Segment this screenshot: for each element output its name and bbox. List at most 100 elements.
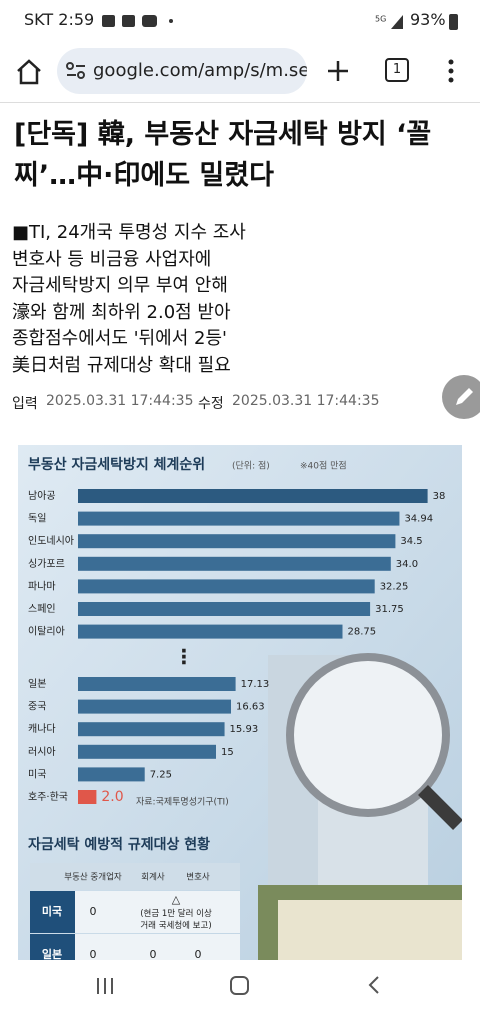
nav-bar (0, 960, 480, 1013)
battery-icon (449, 14, 458, 30)
magnifier (286, 653, 450, 817)
subhead: 美日처럼 규제대상 확대 필요 (12, 354, 231, 376)
published-date: 2025.03.31 17:44:35 (46, 393, 194, 409)
value-label: 34.5 (400, 536, 422, 547)
nav-icons (97, 976, 379, 995)
row-country-bg (30, 934, 75, 960)
status-time: SKT 2:59 (24, 10, 95, 29)
bar (78, 722, 225, 737)
category-label: 중국 (28, 701, 46, 713)
subhead: 종합점수에서도 '뒤에서 2등' (12, 328, 227, 349)
category-label: 인도네시아 (28, 535, 74, 547)
ellipsis: ⋮ (174, 645, 194, 669)
tab-count[interactable]: 1 (385, 58, 409, 82)
value-label: 38 (433, 491, 446, 502)
bar (78, 511, 400, 526)
subhead: 자금세탁방지 의무 부여 안해 (12, 275, 228, 296)
row-bg (75, 934, 240, 960)
category-label: 캐나다 (28, 723, 56, 735)
chart-note: ※40점 만점 (300, 460, 347, 472)
divider (0, 102, 480, 103)
headline: [단독] 韓, 부동산 자금세탁 방지 ‘꼴찌’…中·印에도 밀렸다 (14, 119, 432, 191)
url-bar[interactable]: google.com/amp/s/m.se (57, 48, 307, 94)
category-label: 독일 (28, 513, 46, 525)
subhead: 濠와 함께 최하위 2.0점 받아 (12, 301, 231, 323)
category-label: 싱가포르 (28, 558, 65, 570)
edit-button[interactable] (442, 375, 480, 419)
modified-label: 수정 (198, 396, 224, 412)
category-label: 남아공 (28, 490, 56, 502)
cell: 0 (90, 948, 97, 960)
cell: 0 (195, 948, 202, 960)
chart-source: 자료:국제투명성기구(TI) (136, 797, 229, 808)
value-label: 34.0 (396, 559, 418, 570)
cell: 0 (150, 948, 157, 960)
battery-text: 93% (410, 10, 446, 29)
back-button[interactable] (368, 976, 379, 994)
category-label: 미국 (28, 768, 46, 780)
bar (78, 677, 236, 691)
status-icons (102, 15, 173, 27)
modified-date: 2025.03.31 17:44:35 (232, 393, 380, 409)
bar (78, 744, 216, 759)
subhead: ■TI, 24개국 투명성 지수 조사 (12, 222, 246, 243)
new-tab-button[interactable] (326, 59, 350, 83)
category-label: 파나마 (28, 580, 56, 592)
published-label: 입력 (12, 396, 38, 412)
value-label: 2.0 (101, 789, 123, 805)
category-label: 호주·한국 (28, 791, 68, 803)
row-country-bg (30, 891, 75, 933)
bar (78, 534, 396, 549)
cell: 0 (90, 905, 97, 918)
category-label: 러시아 (28, 746, 56, 758)
category-label: 이탈리아 (28, 625, 65, 638)
row-country: 미국 (42, 904, 62, 918)
money-bundle (278, 900, 462, 960)
home-button[interactable] (12, 55, 46, 89)
home-nav-button[interactable] (230, 976, 249, 995)
menu-button[interactable] (444, 58, 458, 84)
chart-title: 부동산 자금세탁방지 체계순위 (28, 456, 205, 473)
cell: △ (172, 893, 181, 906)
chart-unit: (단위: 점) (232, 460, 270, 472)
signal-icons: 5G (375, 15, 403, 29)
value-label: 16.63 (236, 702, 265, 713)
column-header: 변호사 (186, 872, 210, 883)
site-info-icon (66, 62, 85, 79)
bar (78, 579, 375, 594)
value-label: 7.25 (150, 769, 172, 780)
bar (78, 699, 231, 714)
value-label: 17.13 (241, 679, 270, 690)
bar (78, 790, 97, 804)
table-header-bg (30, 863, 240, 890)
table-title: 자금세탁 예방적 규제대상 현황 (28, 836, 210, 853)
subhead: 변호사 등 비금융 사업자에 (12, 248, 212, 270)
value-label: 15.93 (230, 724, 259, 735)
value-label: 31.75 (375, 604, 404, 615)
svg-text:5G: 5G (375, 15, 386, 24)
bar (78, 489, 428, 503)
row-country: 일본 (42, 947, 62, 960)
value-label: 28.75 (348, 627, 377, 638)
bar (78, 602, 371, 616)
magnifier-handle (418, 785, 462, 830)
row-bg (75, 891, 240, 933)
bar (78, 556, 391, 571)
bar (78, 624, 343, 639)
url-text: google.com/amp/s/m.se (93, 60, 307, 81)
infographic: 부동산 자금세탁방지 체계순위 (단위: 점) ※40점 만점 ⋮ 자료:국제투… (18, 445, 462, 960)
category-label: 스페인 (28, 603, 56, 615)
cell-note-line: (현금 1만 달러 이상 (140, 908, 212, 919)
value-label: 32.25 (380, 581, 409, 592)
value-label: 15 (221, 747, 234, 758)
cell-note-line: 거래 국세청에 보고) (140, 921, 211, 931)
category-label: 일본 (28, 678, 46, 690)
column-header: 부동산 중개업자 (64, 872, 122, 883)
column-header: 회계사 (141, 872, 165, 883)
recents-button[interactable] (97, 978, 113, 994)
value-label: 34.94 (404, 514, 433, 525)
bar (78, 767, 145, 782)
edit-icon (456, 388, 473, 405)
